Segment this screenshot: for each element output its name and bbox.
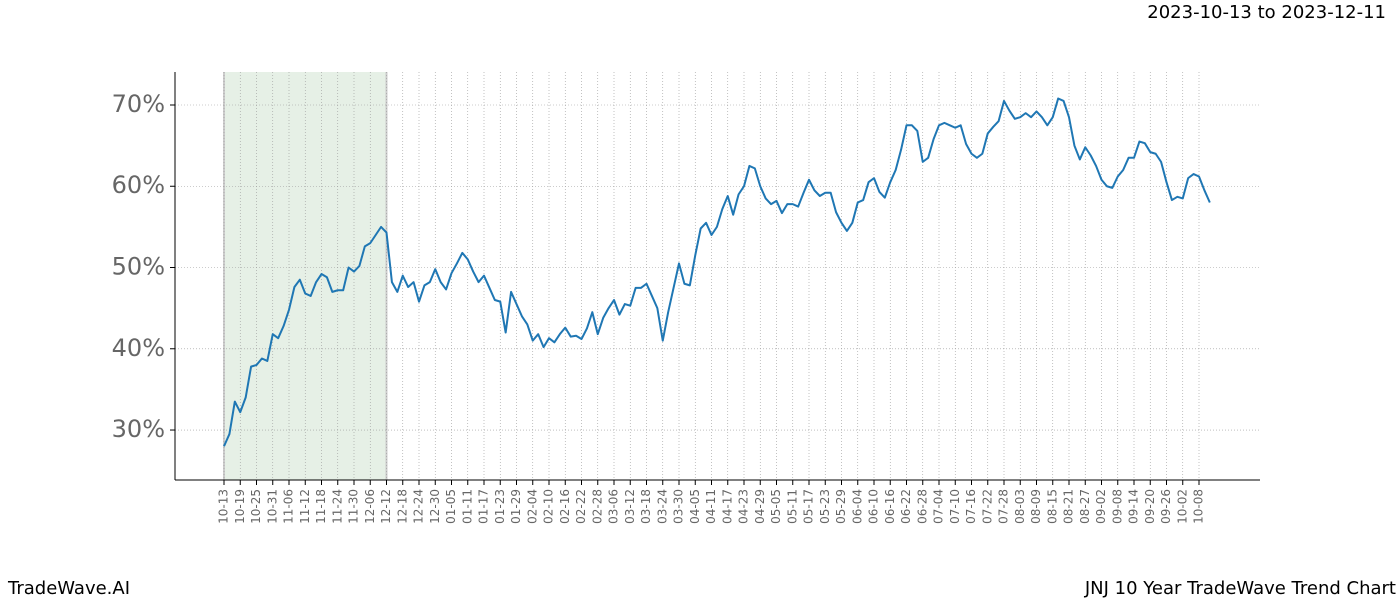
x-tick-label: 02-16 bbox=[558, 489, 572, 524]
x-tick-label: 05-23 bbox=[818, 489, 832, 524]
x-tick-label: 01-29 bbox=[509, 489, 523, 524]
x-tick-label: 12-30 bbox=[428, 489, 442, 524]
x-tick-label: 06-16 bbox=[883, 489, 897, 524]
x-tick-label: 03-12 bbox=[623, 489, 637, 524]
x-tick-label: 07-16 bbox=[964, 489, 978, 524]
trend-line bbox=[223, 97, 1211, 447]
x-tick-label: 03-18 bbox=[639, 489, 653, 524]
y-tick-label: 40% bbox=[112, 334, 165, 362]
x-tick-label: 09-08 bbox=[1110, 489, 1124, 524]
date-range: 2023-10-13 to 2023-12-11 bbox=[1147, 2, 1386, 23]
x-tick-label: 05-11 bbox=[785, 489, 799, 524]
x-tick-label: 04-05 bbox=[688, 489, 702, 524]
y-tick-label: 50% bbox=[112, 253, 165, 281]
x-tick-label: 11-24 bbox=[330, 489, 344, 524]
x-tick-label: 04-11 bbox=[704, 489, 718, 524]
x-tick-label: 03-30 bbox=[672, 489, 686, 524]
x-tick-label: 05-05 bbox=[769, 489, 783, 524]
x-tick-label: 10-02 bbox=[1175, 489, 1189, 524]
y-tick-label: 60% bbox=[112, 171, 165, 199]
x-tick-label: 10-13 bbox=[217, 489, 231, 524]
x-tick-label: 07-04 bbox=[932, 489, 946, 524]
x-tick-label: 01-11 bbox=[460, 489, 474, 524]
x-tick-label: 11-06 bbox=[282, 489, 296, 524]
x-tick-label: 08-09 bbox=[1029, 489, 1043, 524]
x-tick-label: 06-22 bbox=[899, 489, 913, 524]
x-tick-label: 10-25 bbox=[249, 489, 263, 524]
x-tick-label: 08-21 bbox=[1062, 489, 1076, 524]
x-tick-label: 09-26 bbox=[1159, 489, 1173, 524]
x-tick-label: 10-31 bbox=[265, 489, 279, 524]
x-tick-label: 01-23 bbox=[493, 489, 507, 524]
x-tick-label: 09-20 bbox=[1143, 489, 1157, 524]
x-tick-label: 12-06 bbox=[363, 489, 377, 524]
x-tick-label: 04-23 bbox=[737, 489, 751, 524]
x-tick-label: 09-14 bbox=[1127, 489, 1141, 524]
y-tick-label: 30% bbox=[112, 415, 165, 443]
x-tick-label: 11-30 bbox=[347, 489, 361, 524]
x-tick-label: 02-04 bbox=[525, 489, 539, 524]
x-tick-label: 12-24 bbox=[412, 489, 426, 524]
x-tick-label: 10-19 bbox=[233, 489, 247, 524]
x-tick-label: 08-15 bbox=[1045, 489, 1059, 524]
x-tick-label: 06-04 bbox=[850, 489, 864, 524]
chart-title: JNJ 10 Year TradeWave Trend Chart bbox=[1084, 578, 1396, 599]
x-tick-label: 11-18 bbox=[314, 489, 328, 524]
x-tick-label: 10-08 bbox=[1192, 489, 1206, 524]
x-tick-label: 01-05 bbox=[444, 489, 458, 524]
x-tick-label: 01-17 bbox=[477, 489, 491, 524]
x-tick-label: 03-24 bbox=[655, 489, 669, 524]
x-tick-label: 08-03 bbox=[1013, 489, 1027, 524]
x-tick-label: 07-10 bbox=[948, 489, 962, 524]
y-tick-label: 70% bbox=[112, 90, 165, 118]
x-tick-label: 03-06 bbox=[607, 489, 621, 524]
x-tick-label: 06-10 bbox=[867, 489, 881, 524]
brand: TradeWave.AI bbox=[7, 578, 130, 599]
x-tick-label: 02-28 bbox=[590, 489, 604, 524]
x-tick-label: 12-12 bbox=[379, 489, 393, 524]
x-tick-label: 04-17 bbox=[720, 489, 734, 524]
x-tick-label: 02-10 bbox=[542, 489, 556, 524]
x-tick-label: 06-28 bbox=[915, 489, 929, 524]
x-tick-label: 12-18 bbox=[395, 489, 409, 524]
x-tick-label: 07-28 bbox=[997, 489, 1011, 524]
x-tick-label: 05-29 bbox=[834, 489, 848, 524]
x-tick-label: 02-22 bbox=[574, 489, 588, 524]
x-tick-label: 11-12 bbox=[298, 489, 312, 524]
x-tick-label: 09-02 bbox=[1094, 489, 1108, 524]
x-tick-label: 08-27 bbox=[1078, 489, 1092, 524]
x-tick-label: 04-29 bbox=[753, 489, 767, 524]
x-tick-label: 05-17 bbox=[802, 489, 816, 524]
x-tick-label: 07-22 bbox=[980, 489, 994, 524]
